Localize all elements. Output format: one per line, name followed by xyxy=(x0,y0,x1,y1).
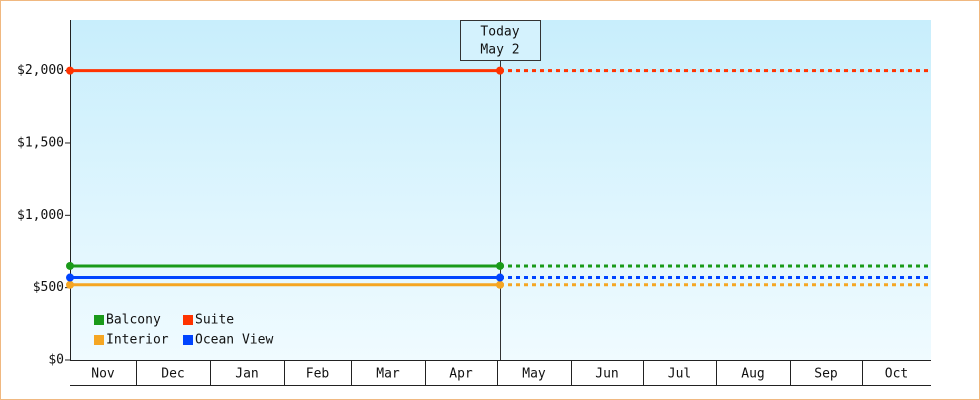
x-tick-label: Feb xyxy=(306,367,330,382)
legend-swatch xyxy=(94,335,104,345)
point xyxy=(496,66,504,75)
x-tick-label: Dec xyxy=(161,367,184,382)
point xyxy=(66,273,74,282)
y-tick-label: $2,000 xyxy=(17,63,64,78)
x-tick-label: Apr xyxy=(449,367,473,382)
annotation: Today xyxy=(480,25,519,40)
x-tick-label: Mar xyxy=(376,367,400,382)
x-tick-label: Jul xyxy=(668,367,691,382)
y-tick-label: $1,000 xyxy=(17,208,64,223)
x-tick-label: Jan xyxy=(235,367,258,382)
point xyxy=(66,280,74,289)
legend-label: Suite xyxy=(195,313,234,328)
legend-swatch xyxy=(183,315,193,325)
point xyxy=(66,66,74,75)
legend-label: Balcony xyxy=(106,313,161,328)
point xyxy=(496,280,504,289)
x-tick-label: Nov xyxy=(91,367,115,382)
x-tick-label: Jun xyxy=(595,367,618,382)
annotation: May 2 xyxy=(480,43,519,58)
x-tick-label: May xyxy=(522,367,546,382)
y-tick-label: $1,500 xyxy=(17,135,64,150)
legend-label: Ocean View xyxy=(195,333,273,348)
legend-label: Interior xyxy=(106,333,169,348)
y-tick-label: $500 xyxy=(33,280,64,295)
legend-swatch xyxy=(183,335,193,345)
x-tick-label: Sep xyxy=(814,367,838,382)
today-box xyxy=(460,20,541,61)
y-tick-label: $0 xyxy=(48,353,64,368)
point xyxy=(496,261,504,270)
x-tick-label: Oct xyxy=(885,367,908,382)
point xyxy=(66,261,74,270)
legend-swatch xyxy=(94,315,104,325)
x-tick-label: Aug xyxy=(741,367,764,382)
point xyxy=(496,273,504,282)
